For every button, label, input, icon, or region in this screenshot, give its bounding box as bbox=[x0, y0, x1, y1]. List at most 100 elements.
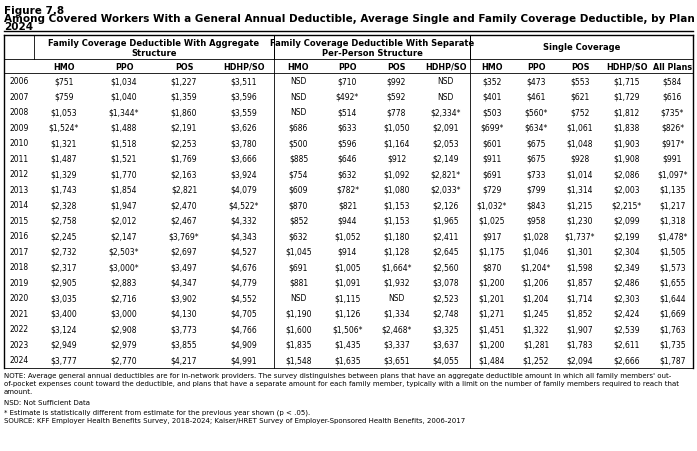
Text: $3,497: $3,497 bbox=[171, 262, 197, 272]
Text: $3,924: $3,924 bbox=[231, 170, 257, 179]
Text: PPO: PPO bbox=[527, 62, 545, 71]
Text: $4,909: $4,909 bbox=[231, 340, 257, 349]
Text: $1,729: $1,729 bbox=[614, 92, 641, 101]
Text: $1,769: $1,769 bbox=[171, 154, 197, 163]
Text: $691: $691 bbox=[289, 262, 308, 272]
Text: $821: $821 bbox=[338, 201, 357, 210]
Text: $1,322: $1,322 bbox=[523, 325, 549, 333]
Text: $1,230: $1,230 bbox=[567, 216, 593, 225]
Text: $675: $675 bbox=[526, 154, 546, 163]
Text: $782*: $782* bbox=[336, 185, 359, 194]
Text: $1,484: $1,484 bbox=[479, 355, 505, 364]
Text: $1,046: $1,046 bbox=[523, 247, 549, 256]
Text: $1,032*: $1,032* bbox=[477, 201, 507, 210]
Text: $1,487: $1,487 bbox=[51, 154, 77, 163]
Text: $1,005: $1,005 bbox=[334, 262, 361, 272]
Text: $4,343: $4,343 bbox=[231, 232, 257, 241]
Text: $2,905: $2,905 bbox=[51, 278, 77, 287]
Text: $1,907: $1,907 bbox=[567, 325, 593, 333]
Text: $2,053: $2,053 bbox=[432, 139, 459, 148]
Text: amount.: amount. bbox=[4, 389, 33, 395]
Text: $616: $616 bbox=[663, 92, 682, 101]
Text: $2,033*: $2,033* bbox=[430, 185, 461, 194]
Text: $1,206: $1,206 bbox=[523, 278, 549, 287]
Text: $553: $553 bbox=[570, 77, 590, 86]
Text: 2024: 2024 bbox=[4, 22, 33, 32]
Text: SOURCE: KFF Employer Health Benefits Survey, 2018-2024; Kaiser/HRET Survey of Em: SOURCE: KFF Employer Health Benefits Sur… bbox=[4, 418, 466, 423]
Text: $2,716: $2,716 bbox=[111, 294, 137, 303]
Text: 2013: 2013 bbox=[9, 185, 29, 194]
Text: $1,052: $1,052 bbox=[335, 232, 361, 241]
Text: Single Coverage: Single Coverage bbox=[543, 43, 620, 52]
Text: $609: $609 bbox=[289, 185, 308, 194]
Text: $852: $852 bbox=[289, 216, 308, 225]
Text: $1,227: $1,227 bbox=[171, 77, 197, 86]
Text: $2,470: $2,470 bbox=[171, 201, 197, 210]
Text: $3,000*: $3,000* bbox=[109, 262, 139, 272]
Text: $1,812: $1,812 bbox=[614, 108, 640, 117]
Text: $634*: $634* bbox=[524, 124, 548, 133]
Text: NSD: NSD bbox=[437, 92, 454, 101]
Text: 2008: 2008 bbox=[9, 108, 29, 117]
Text: $799: $799 bbox=[526, 185, 546, 194]
Text: $2,003: $2,003 bbox=[613, 185, 641, 194]
Text: $1,061: $1,061 bbox=[567, 124, 593, 133]
Text: $596: $596 bbox=[338, 139, 358, 148]
Text: $992: $992 bbox=[387, 77, 406, 86]
Text: HDHP/SO: HDHP/SO bbox=[223, 62, 265, 71]
Text: Among Covered Workers With a General Annual Deductible, Average Single and Famil: Among Covered Workers With a General Ann… bbox=[4, 14, 697, 24]
Text: $1,080: $1,080 bbox=[383, 185, 410, 194]
Text: $621: $621 bbox=[570, 92, 590, 101]
Text: $2,560: $2,560 bbox=[432, 262, 459, 272]
Text: Family Coverage Deductible With Aggregate: Family Coverage Deductible With Aggregat… bbox=[48, 39, 259, 48]
Text: $4,779: $4,779 bbox=[231, 278, 257, 287]
Text: $1,053: $1,053 bbox=[51, 108, 77, 117]
Text: $4,130: $4,130 bbox=[171, 309, 197, 318]
Text: $2,770: $2,770 bbox=[111, 355, 137, 364]
Text: $1,598: $1,598 bbox=[567, 262, 593, 272]
Text: $4,552: $4,552 bbox=[231, 294, 257, 303]
Text: $1,435: $1,435 bbox=[334, 340, 361, 349]
Text: $1,655: $1,655 bbox=[659, 278, 686, 287]
Text: $1,854: $1,854 bbox=[111, 185, 137, 194]
Text: Family Coverage Deductible With Separate: Family Coverage Deductible With Separate bbox=[270, 39, 474, 48]
Text: $1,271: $1,271 bbox=[479, 309, 505, 318]
Text: $560*: $560* bbox=[524, 108, 548, 117]
Text: $3,124: $3,124 bbox=[51, 325, 77, 333]
Text: $1,451: $1,451 bbox=[479, 325, 505, 333]
Text: * Estimate is statistically different from estimate for the previous year shown : * Estimate is statistically different fr… bbox=[4, 409, 310, 415]
Text: $991: $991 bbox=[663, 154, 682, 163]
Text: $592: $592 bbox=[387, 92, 406, 101]
Text: $751: $751 bbox=[54, 77, 74, 86]
Text: $2,468*: $2,468* bbox=[381, 325, 412, 333]
Text: $2,147: $2,147 bbox=[111, 232, 137, 241]
Text: $3,780: $3,780 bbox=[231, 139, 257, 148]
Text: $1,314: $1,314 bbox=[567, 185, 593, 194]
Text: HMO: HMO bbox=[288, 62, 309, 71]
Text: $870: $870 bbox=[289, 201, 308, 210]
Text: $778: $778 bbox=[387, 108, 406, 117]
Text: NSD: NSD bbox=[291, 92, 307, 101]
Text: Structure: Structure bbox=[131, 48, 177, 57]
Text: $3,902: $3,902 bbox=[171, 294, 197, 303]
Text: HMO: HMO bbox=[481, 62, 503, 71]
Text: 2015: 2015 bbox=[9, 216, 29, 225]
Text: $944: $944 bbox=[338, 216, 358, 225]
Text: $4,766: $4,766 bbox=[231, 325, 257, 333]
Text: $1,521: $1,521 bbox=[111, 154, 137, 163]
Text: $3,035: $3,035 bbox=[51, 294, 77, 303]
Text: $826*: $826* bbox=[661, 124, 684, 133]
Text: $2,666: $2,666 bbox=[613, 355, 641, 364]
Text: 2024: 2024 bbox=[9, 355, 29, 364]
Text: $1,128: $1,128 bbox=[383, 247, 410, 256]
Text: $870: $870 bbox=[482, 262, 502, 272]
Text: $2,303: $2,303 bbox=[613, 294, 641, 303]
Text: $735*: $735* bbox=[661, 108, 684, 117]
Text: POS: POS bbox=[388, 62, 406, 71]
Text: $2,334*: $2,334* bbox=[430, 108, 461, 117]
Text: $1,947: $1,947 bbox=[111, 201, 137, 210]
Text: $2,411: $2,411 bbox=[432, 232, 459, 241]
Text: NSD: Not Sufficient Data: NSD: Not Sufficient Data bbox=[4, 400, 90, 405]
Text: $3,559: $3,559 bbox=[231, 108, 257, 117]
Text: $752: $752 bbox=[570, 108, 590, 117]
